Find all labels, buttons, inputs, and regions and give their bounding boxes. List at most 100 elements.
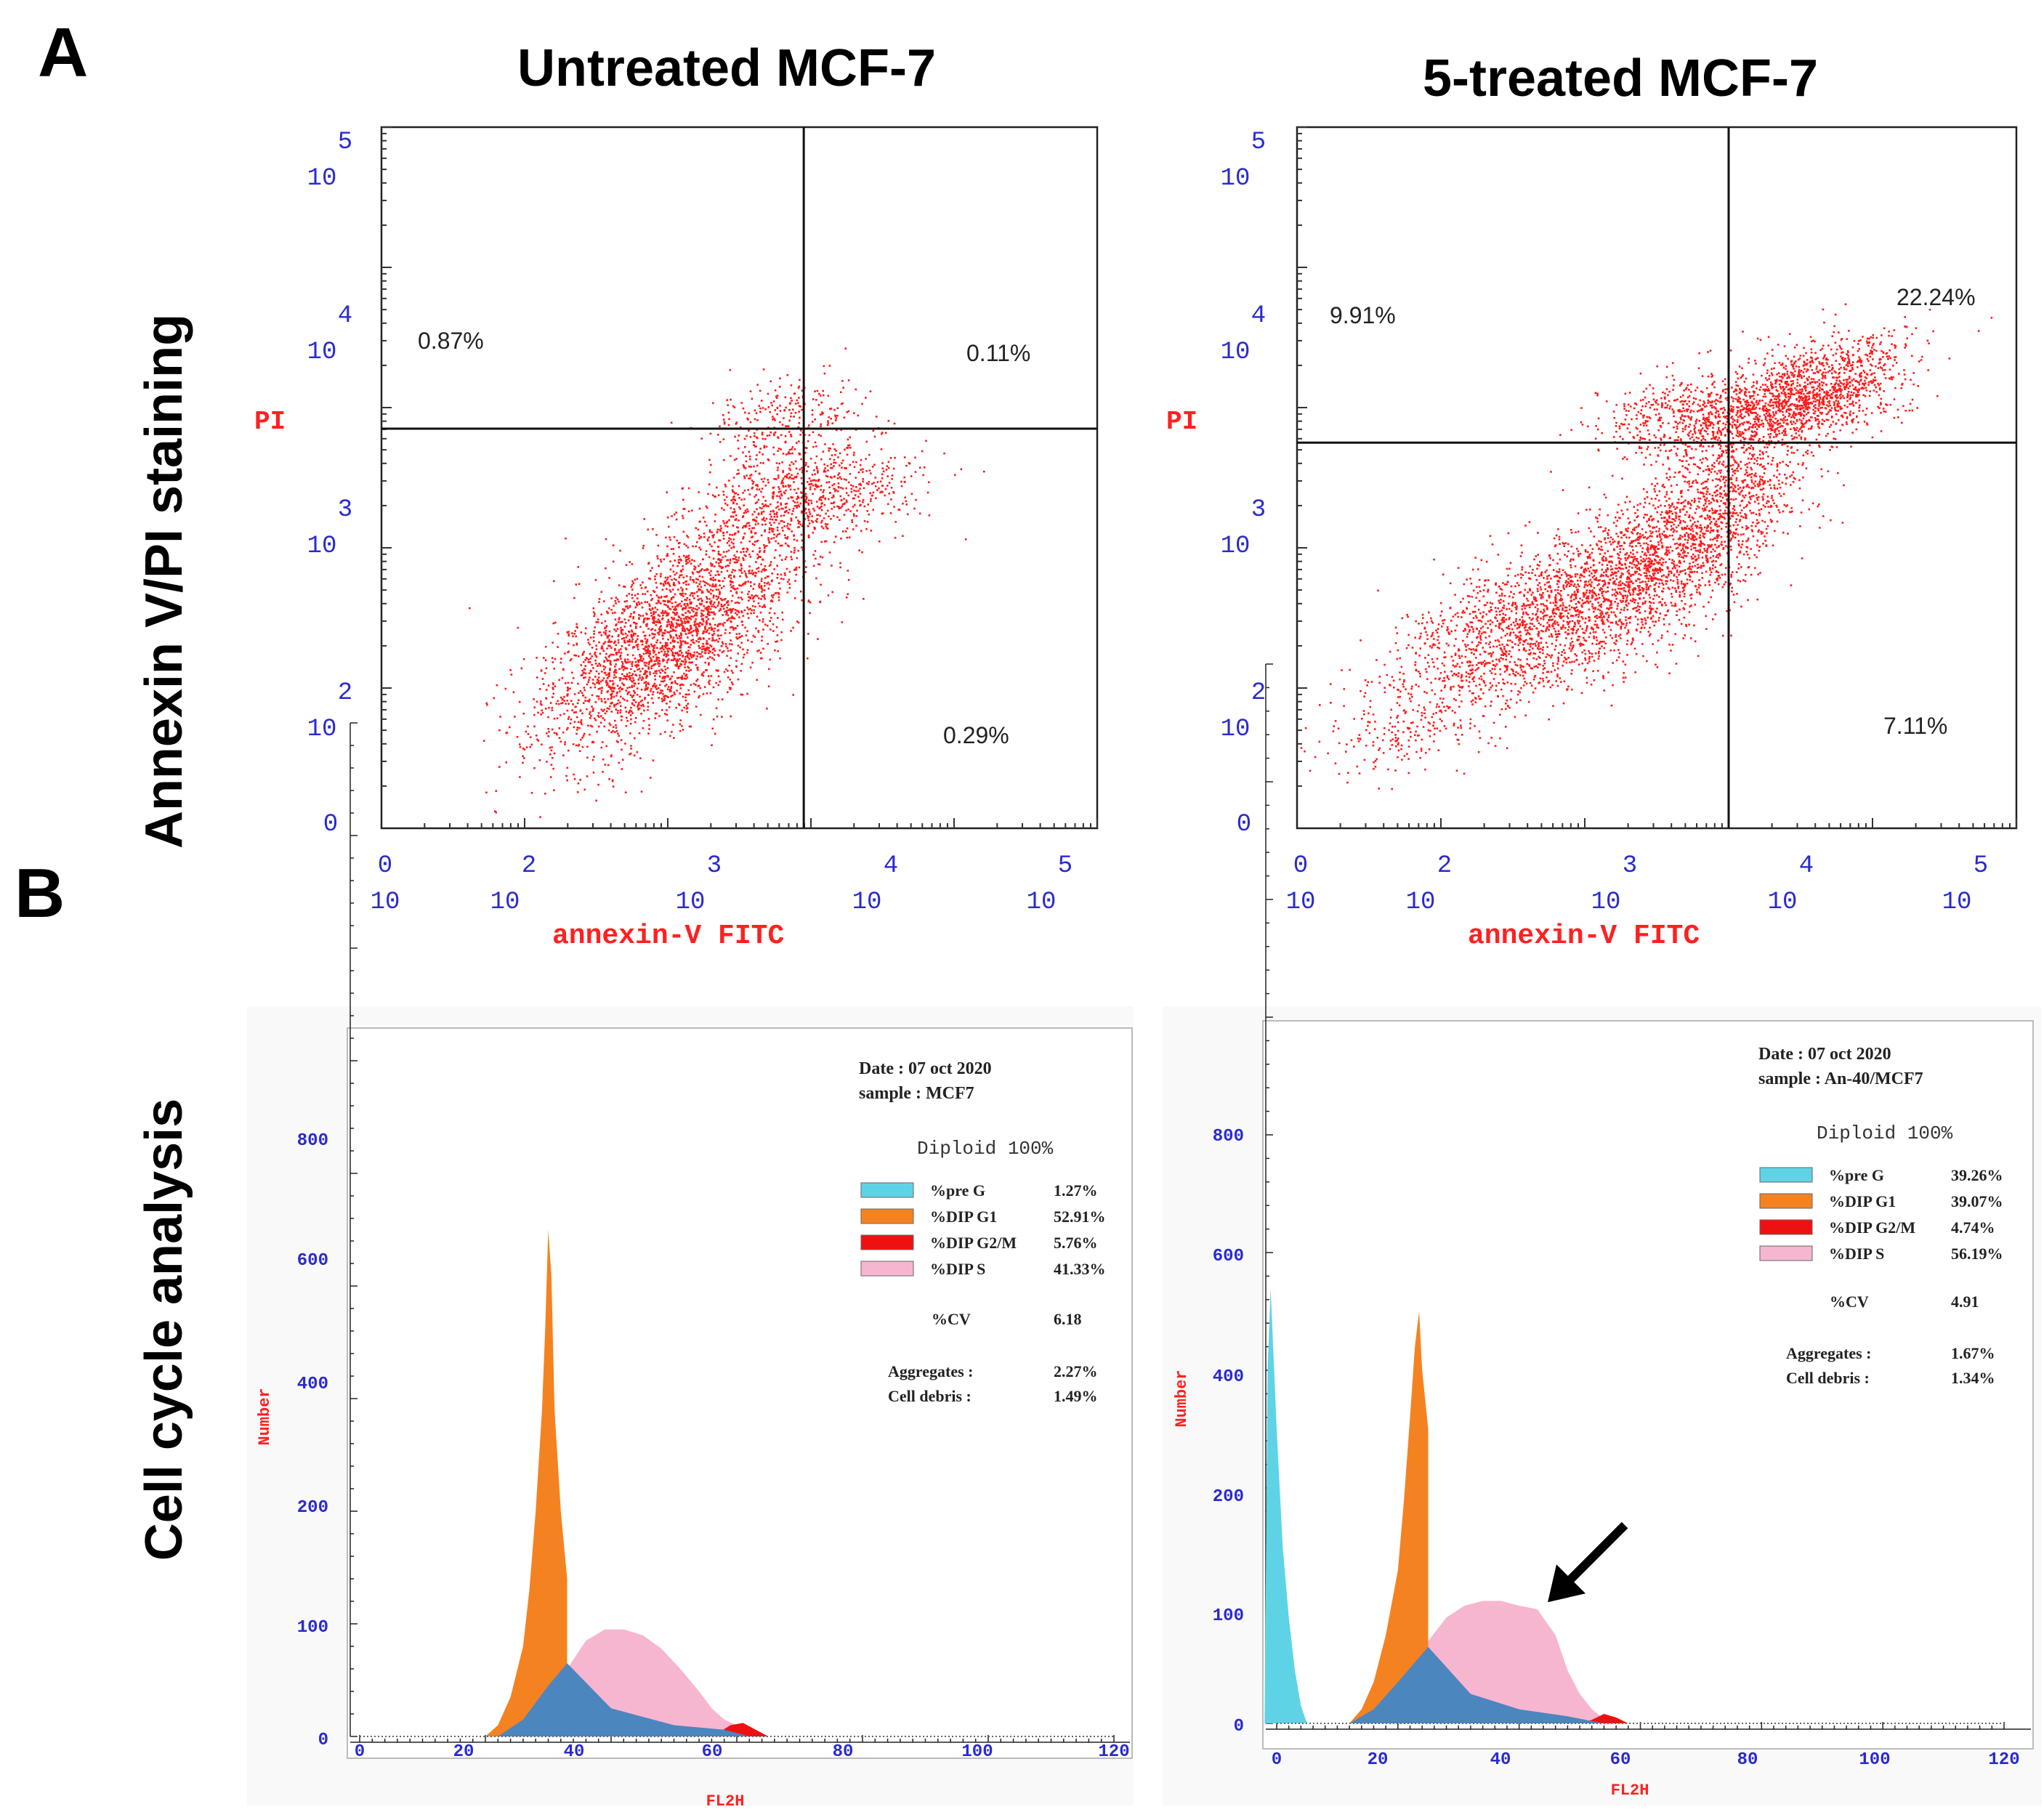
- scatter-dot: [863, 519, 866, 522]
- scatter-dot: [702, 693, 705, 695]
- scatter-dot: [791, 408, 794, 410]
- scatter-dot: [756, 557, 759, 559]
- scatter-dot: [701, 648, 703, 651]
- scatter-dot: [1628, 578, 1631, 581]
- scatter-dot: [650, 658, 653, 661]
- scatter-dot: [726, 611, 728, 614]
- scatter-dot: [554, 621, 557, 624]
- scatter-dot: [746, 630, 748, 632]
- scatter-dot: [674, 613, 676, 616]
- scatter-dot: [1428, 666, 1430, 668]
- scatter-dot: [693, 642, 695, 644]
- scatter-dot: [676, 652, 679, 655]
- scatter-dot: [607, 612, 609, 615]
- scatter-dot: [710, 570, 712, 573]
- scatter-dot: [783, 534, 786, 536]
- scatter-dot: [734, 570, 736, 572]
- scatter-dot: [1628, 584, 1631, 586]
- scatter-dot: [673, 737, 675, 739]
- scatter-dot: [544, 793, 546, 795]
- scatter-dot: [647, 718, 650, 720]
- scatter-dot: [724, 598, 727, 600]
- scatter-dot: [787, 522, 789, 525]
- scatter-dot: [1482, 611, 1484, 613]
- scatter-dot: [1516, 693, 1519, 696]
- scatter-dot: [768, 583, 771, 586]
- scatter-dot: [815, 445, 817, 448]
- scatter-dot: [785, 502, 788, 505]
- scatter-dot: [729, 574, 731, 577]
- scatter-dot: [829, 492, 831, 494]
- scatter-dot: [800, 491, 802, 493]
- scatter-dot: [652, 693, 654, 696]
- scatter-dot: [1524, 624, 1527, 626]
- scatter-dot: [637, 593, 639, 595]
- scatter-dot: [687, 615, 689, 618]
- scatter-dot: [747, 510, 749, 513]
- scatter-dot: [626, 599, 628, 602]
- scatter-dot: [682, 640, 684, 642]
- scatter-dot: [1503, 620, 1506, 623]
- scatter-dot: [588, 700, 590, 703]
- scatter-dot: [621, 673, 623, 676]
- scatter-dot: [755, 594, 757, 596]
- scatter-dot: [669, 626, 672, 628]
- scatter-dot: [1654, 590, 1657, 593]
- scatter-dot: [1540, 571, 1543, 574]
- scatter-dot: [1579, 610, 1581, 612]
- scatter-dot: [655, 611, 657, 613]
- scatter-dot: [1489, 662, 1491, 664]
- scatter-dot: [1466, 644, 1469, 647]
- scatter-dot: [804, 518, 807, 520]
- scatter-dot: [656, 608, 659, 611]
- scatter-dot: [1471, 699, 1474, 702]
- scatter-dot: [835, 535, 837, 538]
- scatter-dot: [724, 610, 726, 613]
- scatter-dot: [638, 702, 640, 704]
- scatter-dot: [1473, 676, 1476, 679]
- scatter-dot: [590, 715, 592, 717]
- scatter-dot: [695, 618, 697, 620]
- scatter-dot: [894, 521, 897, 523]
- scatter-dot: [706, 606, 708, 609]
- scatter-dot: [644, 697, 647, 699]
- scatter-dot: [730, 608, 732, 611]
- scatter-dot: [815, 483, 817, 486]
- scatter-dot: [758, 583, 761, 585]
- scatter-dot: [762, 432, 764, 434]
- scatter-dot: [1636, 623, 1639, 626]
- scatter-dot: [855, 429, 857, 431]
- scatter-dot: [1506, 626, 1508, 629]
- scatter-dot: [700, 597, 703, 600]
- scatter-dot: [1461, 611, 1463, 614]
- scatter-dot: [607, 655, 610, 658]
- scatter-dot: [545, 697, 548, 700]
- scatter-dot: [855, 490, 857, 493]
- scatter-dot: [600, 746, 603, 749]
- scatter-dot: [705, 669, 707, 671]
- scatter-dot: [1519, 573, 1522, 575]
- scatter-dot: [1700, 567, 1702, 569]
- scatter-dot: [545, 667, 548, 670]
- scatter-dot: [553, 580, 555, 583]
- scatter-dot: [819, 555, 822, 558]
- scatter-dot: [804, 451, 807, 454]
- scatter-dot: [764, 569, 766, 572]
- scatter-dot: [760, 513, 763, 515]
- scatter-dot: [542, 683, 545, 685]
- scatter-dot: [706, 582, 708, 584]
- scatter-dot: [1508, 660, 1511, 663]
- scatter-dot: [691, 559, 693, 561]
- scatter-dot: [829, 448, 831, 450]
- scatter-dot: [676, 604, 679, 607]
- scatter-dot: [1607, 671, 1609, 674]
- scatter-dot: [1378, 681, 1381, 684]
- scatter-dot: [668, 631, 671, 634]
- scatter-dot: [777, 508, 780, 511]
- scatter-dot: [854, 494, 857, 496]
- scatter-dot: [860, 503, 862, 506]
- scatter-dot: [735, 633, 738, 635]
- scatter-dot: [688, 693, 690, 696]
- scatter-dot: [801, 408, 803, 411]
- scatter-dot: [666, 695, 668, 697]
